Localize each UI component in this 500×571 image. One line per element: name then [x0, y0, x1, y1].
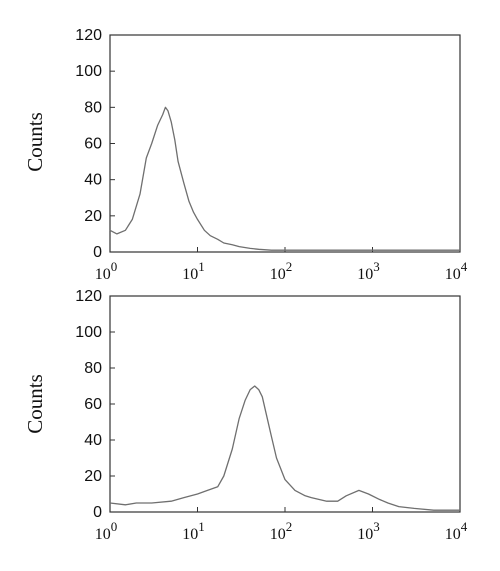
- x-tick-base: 10: [270, 266, 286, 283]
- histogram-trace: [109, 106, 460, 251]
- y-tick-label: 20: [84, 208, 102, 225]
- x-tick-label: 101: [182, 259, 205, 283]
- x-tick-exponent: 3: [373, 519, 380, 534]
- y-tick-label: 0: [93, 504, 102, 521]
- x-tick-label: 102: [270, 259, 293, 283]
- y-tick-label: 120: [75, 27, 102, 44]
- y-tick-label: 40: [84, 172, 102, 189]
- x-tick-exponent: 1: [198, 519, 205, 534]
- y-axis-title: Counts: [23, 112, 47, 172]
- x-tick-label: 100: [95, 519, 118, 543]
- x-tick-base: 10: [445, 526, 461, 543]
- y-tick-label: 20: [84, 468, 102, 485]
- y-tick-label: 100: [75, 324, 102, 341]
- y-tick-label: 100: [75, 63, 102, 80]
- x-tick-base: 10: [270, 526, 286, 543]
- x-tick-exponent: 3: [373, 259, 380, 274]
- y-axis-title: Counts: [23, 374, 47, 434]
- x-tick-exponent: 4: [461, 259, 468, 274]
- x-tick-label: 104: [445, 259, 468, 283]
- x-tick-label: 103: [357, 259, 380, 283]
- histogram-trace: [109, 385, 460, 511]
- x-tick-exponent: 2: [286, 519, 293, 534]
- x-tick-base: 10: [182, 526, 198, 543]
- x-tick-exponent: 2: [286, 259, 293, 274]
- x-tick-base: 10: [357, 266, 373, 283]
- plot-frame: [109, 34, 461, 253]
- y-tick-label: 40: [84, 432, 102, 449]
- y-tick-label: 60: [84, 396, 102, 413]
- x-tick-base: 10: [95, 526, 111, 543]
- x-tick-label: 101: [182, 519, 205, 543]
- y-tick-label: 80: [84, 99, 102, 116]
- x-tick-base: 10: [357, 526, 373, 543]
- x-tick-label: 102: [270, 519, 293, 543]
- x-tick-base: 10: [95, 266, 111, 283]
- y-tick-label: 0: [93, 244, 102, 261]
- x-tick-label: 104: [445, 519, 468, 543]
- x-tick-exponent: 0: [111, 259, 118, 274]
- y-tick-label: 60: [84, 136, 102, 153]
- x-tick-exponent: 1: [198, 259, 205, 274]
- y-tick-label: 80: [84, 360, 102, 377]
- x-tick-base: 10: [445, 266, 461, 283]
- x-tick-label: 100: [95, 259, 118, 283]
- x-tick-exponent: 0: [111, 519, 118, 534]
- x-tick-exponent: 4: [461, 519, 468, 534]
- x-tick-base: 10: [182, 266, 198, 283]
- y-tick-label: 120: [75, 288, 102, 305]
- x-tick-label: 103: [357, 519, 380, 543]
